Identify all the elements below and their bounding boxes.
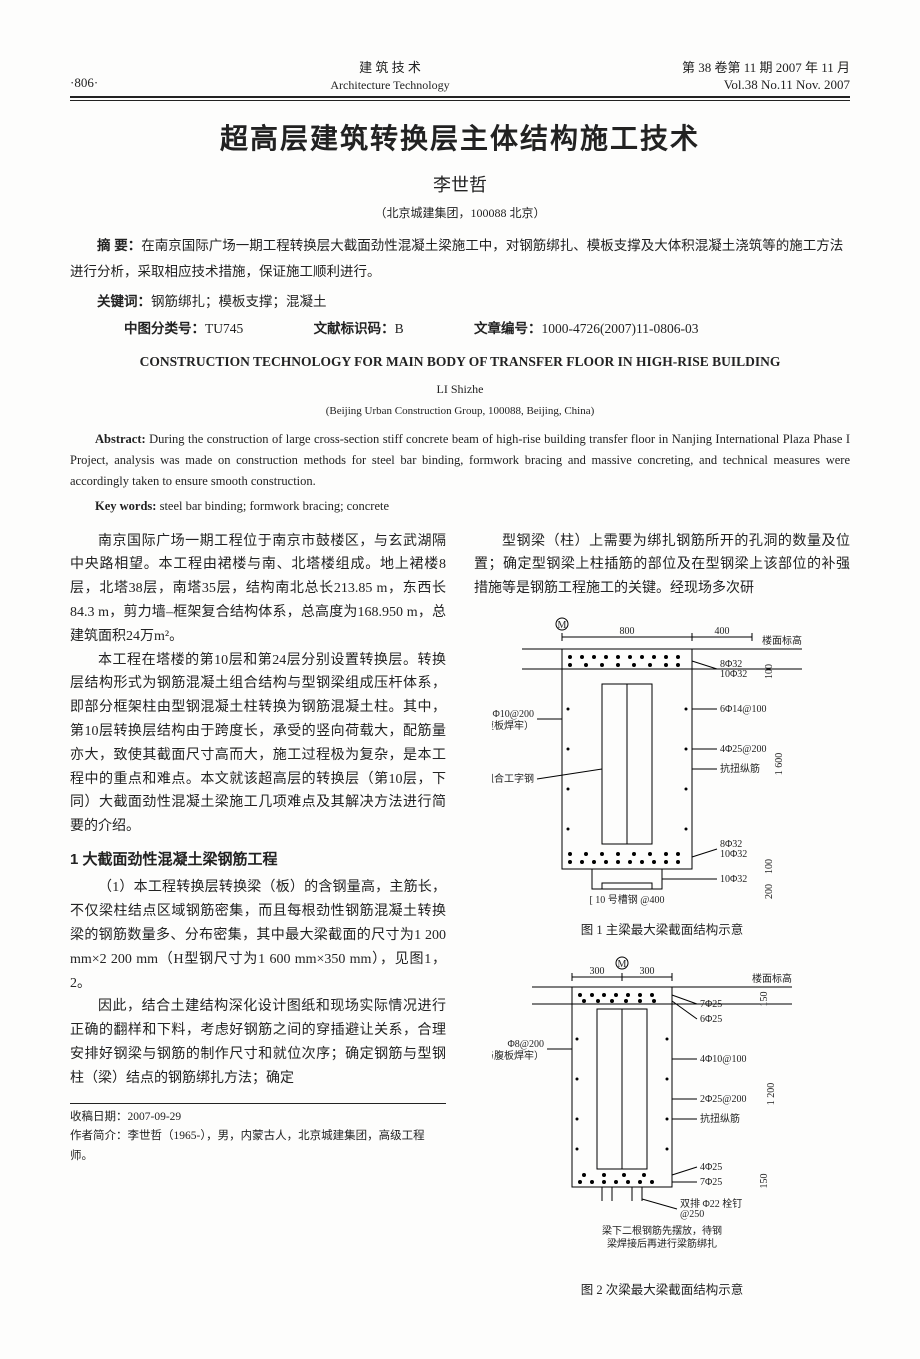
paragraph-1: 南京国际广场一期工程位于南京市鼓楼区，与玄武湖隔中央路相望。本工程由裙楼与南、北… (70, 530, 446, 649)
article-no-value: 1000-4726(2007)11-0806-03 (542, 321, 699, 336)
class-label: 中图分类号： (124, 321, 205, 336)
affiliation-en: (Beijing Urban Construction Group, 10008… (70, 402, 850, 421)
fig1-r1: 6Φ14@100 (720, 704, 767, 715)
affiliation-cn: （北京城建集团，100088 北京） (70, 203, 850, 223)
doc-code-label: 文献标识码： (314, 321, 395, 336)
vol-issue-en: Vol.38 No.11 Nov. 2007 (724, 77, 850, 92)
page: ·806· 建 筑 技 术 Architecture Technology 第 … (0, 0, 920, 1359)
figure-2: M 300 300 楼面标高 (474, 949, 850, 1301)
footnote-received: 收稿日期：2007-09-29 (70, 1108, 446, 1128)
fig1-elev-label: 楼面标高 (762, 634, 802, 647)
figure-2-svg: M 300 300 楼面标高 (492, 949, 832, 1269)
fig2-h150b: 150 (759, 1173, 770, 1188)
fig1-h1600: 1 600 (774, 753, 785, 776)
fig1-h100b: 100 (764, 859, 775, 874)
figure-1-svg: M 800 400 楼面标高 (492, 609, 832, 909)
page-number: ·806· (70, 72, 150, 94)
fig2-r2: 4Φ10@100 (700, 1054, 747, 1065)
fig1-axis-mark: M (558, 620, 567, 631)
fig2-r0: 7Φ25 (700, 999, 722, 1010)
fig1-l1: （与腹板焊牢） (492, 719, 534, 732)
fig1-h200: 200 (764, 884, 775, 899)
abstract-cn: 摘 要：在南京国际广场一期工程转换层大截面劲性混凝土梁施工中，对钢筋绑扎、模板支… (70, 233, 850, 284)
fig1-r4b: 10Φ32 (720, 849, 747, 860)
fig2-dim-300b: 300 (640, 966, 655, 977)
figure-1-caption: 图 1 主梁最大梁截面结构示意 (474, 920, 850, 941)
author-cn: 李世哲 (70, 170, 850, 201)
paragraph-2: 本工程在塔楼的第10层和第24层分别设置转换层。转换层结构形式为钢筋混凝土组合结… (70, 649, 446, 839)
fig1-l0: Φ10@200 (492, 709, 534, 720)
abstract-en: Abstract: During the construction of lar… (70, 429, 850, 493)
fig2-r1: 6Φ25 (700, 1014, 722, 1025)
fig2-r6: 7Φ25 (700, 1177, 722, 1188)
article-title-cn: 超高层建筑转换层主体结构施工技术 (70, 115, 850, 163)
fig2-r3: 2Φ25@200 (700, 1094, 747, 1105)
fig1-r2: 4Φ25@200 (720, 744, 767, 755)
abstract-en-text: During the construction of large cross-s… (70, 432, 850, 489)
fig1-h100a: 100 (764, 664, 775, 679)
keywords-en-label: Key words: (95, 499, 156, 513)
fig2-l1: （与腹板焊牢） (492, 1049, 544, 1062)
keywords-cn-text: 钢筋绑扎；模板支撑；混凝土 (151, 294, 327, 309)
fig2-elev-label: 楼面标高 (752, 972, 792, 985)
fig1-dim-400: 400 (715, 626, 730, 637)
footnote-block: 收稿日期：2007-09-29 作者简介：李世哲（1965-），男，内蒙古人，北… (70, 1103, 446, 1167)
abstract-cn-text: 在南京国际广场一期工程转换层大截面劲性混凝土梁施工中，对钢筋绑扎、模板支撑及大体… (70, 238, 843, 279)
keywords-cn: 关键词：钢筋绑扎；模板支撑；混凝土 (70, 291, 850, 314)
section-1-heading: 1 大截面劲性混凝土梁钢筋工程 (70, 847, 446, 873)
figure-1: M 800 400 楼面标高 (474, 609, 850, 941)
fig2-l0: Φ8@200 (507, 1039, 544, 1050)
fig2-dim-300a: 300 (590, 966, 605, 977)
header-divider (70, 100, 850, 101)
fig2-b0b: @250 (680, 1209, 704, 1220)
paragraph-5: 型钢梁（柱）上需要为绑扎钢筋所开的孔洞的数量及位置；确定型钢梁上柱插筋的部位及在… (474, 530, 850, 601)
paragraph-3: （1）本工程转换层转换梁（板）的含钢量高，主筋长，不仅梁柱结点区域钢筋密集，而且… (70, 876, 446, 995)
journal-title-en: Architecture Technology (330, 78, 449, 92)
fig2-axis-mark: M (618, 959, 627, 970)
article-no-label: 文章编号： (474, 321, 542, 336)
fig1-dim-800: 800 (620, 626, 635, 637)
abstract-cn-label: 摘 要： (97, 238, 141, 253)
classification-line: 中图分类号：TU745 文献标识码：B 文章编号：1000-4726(2007)… (70, 318, 850, 341)
figure-2-caption: 图 2 次梁最大梁截面结构示意 (474, 1280, 850, 1301)
fig1-r5: 10Φ32 (720, 874, 747, 885)
running-header: ·806· 建 筑 技 术 Architecture Technology 第 … (70, 60, 850, 98)
fig2-r4: 抗扭纵筋 (700, 1112, 740, 1125)
keywords-en: Key words: steel bar binding; formwork b… (70, 496, 850, 517)
footnote-author-intro: 作者简介：李世哲（1965-），男，内蒙古人，北京城建集团，高级工程师。 (70, 1127, 446, 1166)
journal-title: 建 筑 技 术 Architecture Technology (150, 60, 630, 94)
keywords-en-text: steel bar binding; formwork bracing; con… (160, 499, 389, 513)
journal-title-cn: 建 筑 技 术 (359, 60, 421, 75)
fig1-r0b: 10Φ32 (720, 669, 747, 680)
fig2-b1: 梁下二根钢筋先摆放，待钢 (602, 1224, 722, 1237)
fig2-b2: 梁焊接后再进行梁筋绑扎 (607, 1237, 717, 1250)
article-title-en: CONSTRUCTION TECHNOLOGY FOR MAIN BODY OF… (70, 351, 850, 374)
body-columns: 南京国际广场一期工程位于南京市鼓楼区，与玄武湖隔中央路相望。本工程由裙楼与南、北… (70, 530, 850, 1309)
fig1-r3: 抗扭纵筋 (720, 762, 760, 775)
keywords-cn-label: 关键词： (97, 294, 151, 309)
abstract-en-label: Abstract: (95, 432, 146, 446)
vol-issue-cn: 第 38 卷第 11 期 2007 年 11 月 (682, 60, 850, 75)
fig2-r5: 4Φ25 (700, 1162, 722, 1173)
fig2-h1200: 1 200 (766, 1083, 777, 1106)
class-value: TU745 (205, 321, 243, 336)
fig1-bottom: [ 10 号槽钢 @400 (589, 893, 664, 906)
doc-code-value: B (395, 321, 404, 336)
fig2-h150a: 150 (759, 991, 770, 1006)
fig1-l2: 组合工字钢 (492, 772, 534, 785)
paragraph-4: 因此，结合土建结构深化设计图纸和现场实际情况进行正确的翻样和下料，考虑好钢筋之间… (70, 995, 446, 1090)
author-en: LI Shizhe (70, 379, 850, 399)
volume-issue: 第 38 卷第 11 期 2007 年 11 月 Vol.38 No.11 No… (630, 60, 850, 94)
